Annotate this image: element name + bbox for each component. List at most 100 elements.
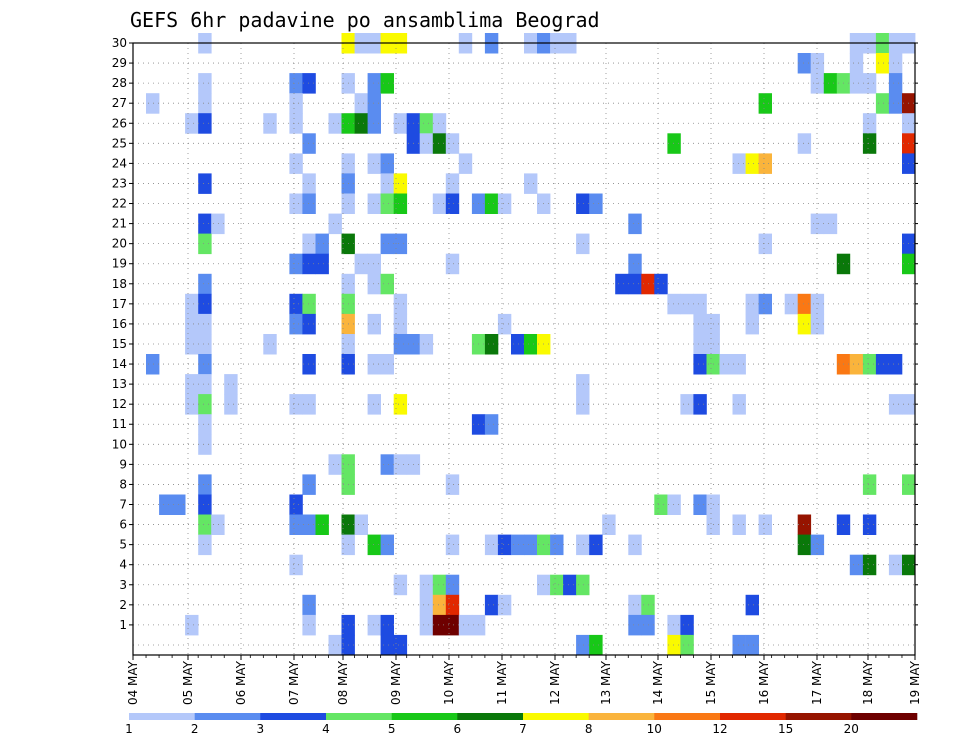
precip-cell bbox=[380, 354, 394, 375]
precip-cell bbox=[159, 494, 173, 515]
precip-cell bbox=[380, 614, 394, 636]
precip-cell bbox=[302, 193, 316, 214]
precip-cell bbox=[198, 73, 212, 94]
precip-cell bbox=[693, 313, 707, 335]
y-tick-label: 23 bbox=[112, 176, 127, 190]
precip-cell bbox=[185, 293, 199, 315]
precip-cell bbox=[810, 313, 825, 335]
precip-cell bbox=[367, 273, 381, 295]
y-tick-label: 3 bbox=[119, 578, 127, 592]
precip-cell bbox=[576, 193, 590, 214]
precip-cell bbox=[302, 173, 316, 194]
precip-cell bbox=[328, 113, 342, 134]
precip-cell bbox=[628, 213, 642, 235]
precip-cell bbox=[419, 133, 434, 154]
precip-cell bbox=[576, 534, 590, 556]
precip-cell bbox=[315, 253, 329, 275]
y-tick-label: 30 bbox=[112, 36, 127, 50]
precip-cell bbox=[419, 594, 434, 616]
precip-cell bbox=[484, 193, 499, 214]
legend-label: 5 bbox=[388, 722, 396, 736]
precip-cell bbox=[263, 113, 277, 134]
precip-cell bbox=[198, 374, 212, 395]
legend-swatch bbox=[194, 713, 261, 720]
precip-cell bbox=[654, 273, 668, 295]
precip-cell bbox=[667, 293, 681, 315]
precip-cell bbox=[224, 394, 238, 415]
precip-cell bbox=[315, 514, 329, 535]
precip-cell bbox=[263, 334, 277, 355]
legend-label: 6 bbox=[453, 722, 461, 736]
precip-cell bbox=[380, 634, 394, 656]
precip-cell bbox=[745, 153, 759, 174]
precip-cell bbox=[380, 73, 394, 94]
legend-swatch bbox=[851, 713, 918, 720]
precip-cell bbox=[367, 394, 381, 415]
precip-cell bbox=[497, 534, 512, 556]
precip-cell bbox=[497, 313, 512, 335]
precip-cell bbox=[380, 173, 394, 194]
precip-cell bbox=[862, 113, 877, 134]
precip-cell bbox=[380, 193, 394, 214]
precip-cell bbox=[185, 313, 199, 335]
precip-cell bbox=[302, 73, 316, 94]
legend-swatch bbox=[654, 713, 721, 720]
y-tick-label: 29 bbox=[112, 56, 127, 70]
precip-cell bbox=[888, 394, 903, 415]
precip-cell bbox=[302, 313, 316, 335]
precip-cell bbox=[198, 514, 212, 535]
precip-cell bbox=[745, 313, 759, 335]
precip-cell bbox=[615, 273, 629, 295]
legend-label: 20 bbox=[844, 722, 859, 736]
precip-cell bbox=[810, 53, 825, 74]
precip-cell bbox=[628, 534, 642, 556]
precip-cell bbox=[367, 73, 381, 94]
precip-cell bbox=[445, 574, 460, 596]
legend-label: 12 bbox=[712, 722, 727, 736]
precip-cell bbox=[198, 494, 212, 515]
precip-cell bbox=[445, 594, 460, 616]
cells-layer bbox=[146, 33, 916, 656]
precip-cell bbox=[354, 93, 368, 114]
precip-cell bbox=[302, 293, 316, 315]
precip-cell bbox=[458, 153, 473, 174]
y-tick-label: 27 bbox=[112, 96, 127, 110]
precip-cell bbox=[315, 233, 329, 255]
y-tick-label: 18 bbox=[112, 277, 127, 291]
precip-cell bbox=[367, 253, 381, 275]
precip-cell bbox=[524, 173, 538, 194]
precip-cell bbox=[732, 634, 746, 656]
legend-swatch bbox=[523, 713, 589, 720]
precip-cell bbox=[862, 554, 877, 576]
precip-cell bbox=[797, 313, 812, 335]
precip-cell bbox=[758, 514, 772, 535]
precip-cell bbox=[185, 113, 199, 134]
precip-cell bbox=[393, 293, 408, 315]
precip-cell bbox=[797, 133, 812, 154]
precip-cell bbox=[680, 394, 694, 415]
precip-cell bbox=[198, 434, 212, 455]
x-tick-label: 14 MAY bbox=[651, 660, 665, 705]
precip-cell bbox=[419, 113, 434, 134]
precip-cell bbox=[693, 293, 707, 315]
legend-label: 4 bbox=[322, 722, 330, 736]
precip-cell bbox=[432, 614, 447, 636]
precip-cell bbox=[328, 634, 342, 656]
y-tick-label: 10 bbox=[112, 437, 127, 451]
precip-cell bbox=[432, 193, 447, 214]
y-tick-label: 2 bbox=[119, 598, 127, 612]
precip-cell bbox=[849, 554, 864, 576]
precip-cell bbox=[445, 534, 460, 556]
precip-cell bbox=[367, 354, 381, 375]
precip-cell bbox=[497, 594, 512, 616]
precip-cell bbox=[563, 574, 577, 596]
precip-cell bbox=[185, 334, 199, 355]
precip-cell bbox=[198, 113, 212, 134]
precip-cell bbox=[289, 253, 303, 275]
precip-cell bbox=[849, 73, 864, 94]
precip-cell bbox=[393, 574, 408, 596]
x-tick-label: 16 MAY bbox=[757, 660, 771, 705]
x-tick-label: 15 MAY bbox=[704, 660, 718, 705]
precip-cell bbox=[302, 233, 316, 255]
precip-cell bbox=[524, 334, 538, 355]
